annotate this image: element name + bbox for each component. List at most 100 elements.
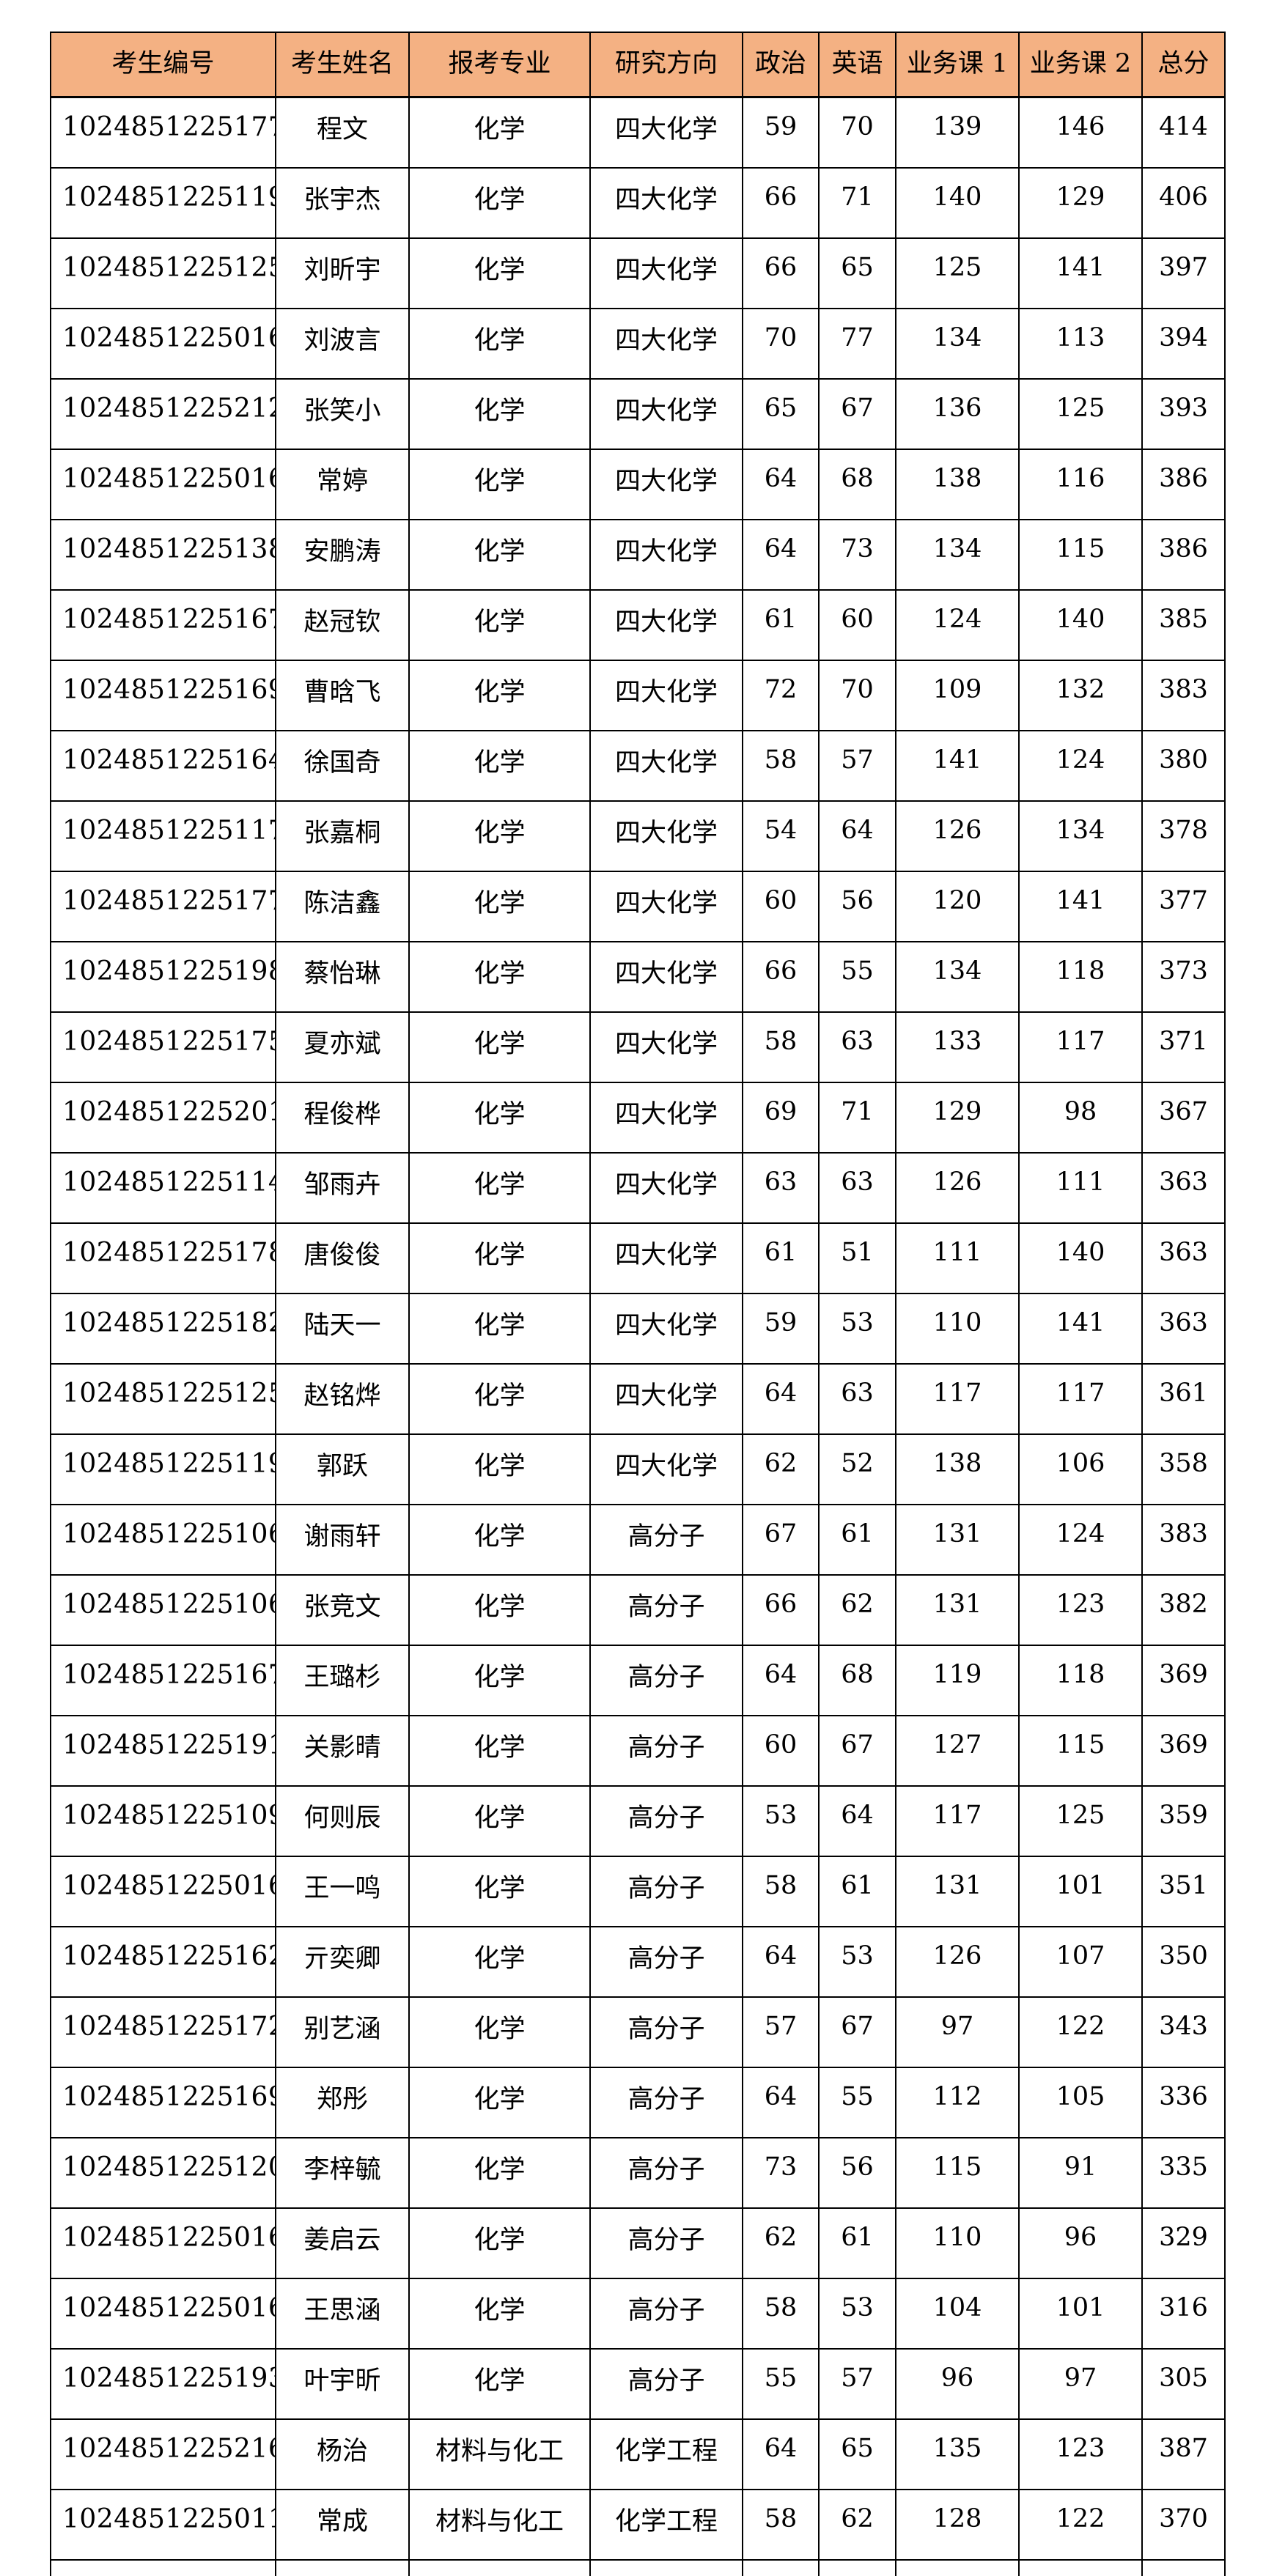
cell-candidate-id: 102485122510955 <box>50 1785 276 1857</box>
cell-candidate-name: 张竞文 <box>275 1574 410 1646</box>
cell-major: 化学 <box>408 1433 591 1505</box>
cell-research-direction: 化学工程 <box>589 2489 743 2561</box>
cell-major: 化学 <box>408 519 591 591</box>
cell-major: 化学 <box>408 1082 591 1154</box>
cell-course2-score: 140 <box>1018 1222 1143 1294</box>
cell-major: 化学 <box>408 449 591 520</box>
cell-course2-score: 134 <box>1018 800 1143 872</box>
cell-candidate-id: 102485122513849 <box>50 519 276 591</box>
cell-course1-score: 140 <box>895 167 1020 239</box>
table-row: 102485122518272陆天一化学四大化学5953110141363 <box>50 1293 1226 1365</box>
cell-course2-score: 141 <box>1018 1293 1143 1365</box>
cell-total-score: 363 <box>1141 1293 1226 1365</box>
cell-politics-score: 58 <box>742 2489 820 2561</box>
cell-english-score: 63 <box>818 1011 896 1083</box>
cell-course1-score: 97 <box>895 1996 1020 2068</box>
cell-candidate-id: 102485122517707 <box>50 871 276 942</box>
column-header-candidate-id: 考生编号 <box>50 32 276 98</box>
cell-research-direction: 四大化学 <box>589 1152 743 1224</box>
cell-candidate-name: 常成 <box>275 2489 410 2561</box>
cell-politics-score: 61 <box>742 1222 820 1294</box>
cell-course1-score: 112 <box>895 2067 1020 2138</box>
cell-major: 化学 <box>408 2207 591 2279</box>
cell-major: 化学 <box>408 2137 591 2209</box>
cell-course2-score: 117 <box>1018 1011 1143 1083</box>
cell-research-direction: 高分子 <box>589 1574 743 1646</box>
cell-major: 化学 <box>408 871 591 942</box>
cell-candidate-id: 102485122519330 <box>50 2348 276 2420</box>
cell-politics-score: 66 <box>742 1574 820 1646</box>
cell-course1-score: 134 <box>895 308 1020 380</box>
table-row: 102485122516236亓奕卿化学高分子6453126107350 <box>50 1926 1226 1998</box>
cell-english-score: 53 <box>818 1926 896 1998</box>
table-row: 102485122501608刘波言化学四大化学7077134113394 <box>50 308 1226 380</box>
cell-course2-score: 96 <box>1018 2207 1143 2279</box>
cell-english-score: 68 <box>818 449 896 520</box>
cell-candidate-id: 102485122520173 <box>50 1082 276 1154</box>
cell-research-direction: 高分子 <box>589 1715 743 1787</box>
table-row: 102485122516402徐国奇化学四大化学5857141124380 <box>50 730 1226 802</box>
cell-research-direction: 四大化学 <box>589 378 743 450</box>
cell-research-direction: 四大化学 <box>589 96 743 169</box>
cell-course1-score: 129 <box>895 1082 1020 1154</box>
cell-english-score: 60 <box>818 589 896 661</box>
cell-major: 化学 <box>408 167 591 239</box>
cell-candidate-name: 姜启云 <box>275 2207 410 2279</box>
cell-candidate-name: 赵铭烨 <box>275 1363 410 1435</box>
cell-politics-score: 53 <box>742 1785 820 1857</box>
table-row: 102485122501145蒋震潮材料与化工化学工程666813491359 <box>50 2559 1226 2576</box>
cell-politics-score: 61 <box>742 589 820 661</box>
cell-major: 化学 <box>408 1011 591 1083</box>
cell-politics-score: 57 <box>742 1996 820 2068</box>
cell-course2-score: 101 <box>1018 1856 1143 1927</box>
cell-course1-score: 120 <box>895 871 1020 942</box>
cell-candidate-name: 蔡怡琳 <box>275 941 410 1013</box>
table-row: 102485122521273张笑小化学四大化学6567136125393 <box>50 378 1226 450</box>
cell-candidate-id: 102485122511710 <box>50 800 276 872</box>
cell-english-score: 77 <box>818 308 896 380</box>
cell-research-direction: 高分子 <box>589 2207 743 2279</box>
cell-course1-score: 135 <box>895 2418 1020 2490</box>
cell-english-score: 62 <box>818 2489 896 2561</box>
cell-candidate-id: 102485122517803 <box>50 1222 276 1294</box>
table-row: 102485122513849安鹏涛化学四大化学6473134115386 <box>50 519 1226 591</box>
cell-major: 化学 <box>408 1574 591 1646</box>
cell-course2-score: 107 <box>1018 1926 1143 1998</box>
cell-candidate-name: 曹晗飞 <box>275 660 410 731</box>
cell-course1-score: 139 <box>895 96 1020 169</box>
table-row: 102485122517543夏亦斌化学四大化学5863133117371 <box>50 1011 1226 1083</box>
cell-english-score: 57 <box>818 2348 896 2420</box>
cell-course2-score: 97 <box>1018 2348 1143 2420</box>
cell-politics-score: 64 <box>742 449 820 520</box>
cell-major: 化学 <box>408 1996 591 2068</box>
cell-english-score: 65 <box>818 237 896 309</box>
cell-course2-score: 106 <box>1018 1433 1143 1505</box>
cell-research-direction: 四大化学 <box>589 941 743 1013</box>
cell-research-direction: 四大化学 <box>589 519 743 591</box>
cell-total-score: 380 <box>1141 730 1226 802</box>
cell-course2-score: 124 <box>1018 1504 1143 1576</box>
cell-total-score: 377 <box>1141 871 1226 942</box>
cell-total-score: 335 <box>1141 2137 1226 2209</box>
cell-candidate-name: 张宇杰 <box>275 167 410 239</box>
cell-research-direction: 高分子 <box>589 1926 743 1998</box>
cell-politics-score: 65 <box>742 378 820 450</box>
cell-english-score: 63 <box>818 1363 896 1435</box>
cell-course1-score: 134 <box>895 519 1020 591</box>
cell-candidate-id: 102485122501629 <box>50 2207 276 2279</box>
table-row: 102485122516995郑彤化学高分子6455112105336 <box>50 2067 1226 2138</box>
table-row: 102485122512076李梓毓化学高分子735611591335 <box>50 2137 1226 2209</box>
table-row: 102485122520173程俊桦化学四大化学697112998367 <box>50 1082 1226 1154</box>
cell-candidate-name: 李梓毓 <box>275 2137 410 2209</box>
cell-candidate-name: 杨治 <box>275 2418 410 2490</box>
cell-major: 材料与化工 <box>408 2559 591 2576</box>
cell-total-score: 387 <box>1141 2418 1226 2490</box>
cell-english-score: 56 <box>818 2137 896 2209</box>
cell-english-score: 70 <box>818 96 896 169</box>
cell-candidate-name: 郑彤 <box>275 2067 410 2138</box>
cell-course2-score: 91 <box>1018 2137 1143 2209</box>
cell-course1-score: 96 <box>895 2348 1020 2420</box>
cell-course2-score: 122 <box>1018 2489 1143 2561</box>
cell-total-score: 386 <box>1141 449 1226 520</box>
